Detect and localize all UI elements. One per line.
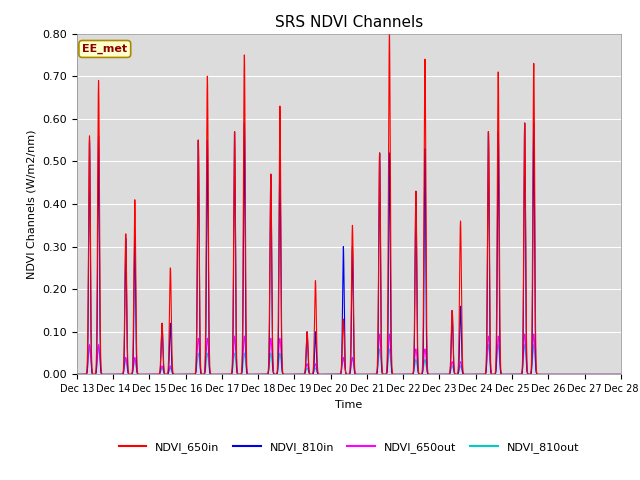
NDVI_810in	[561, 372, 568, 377]
NDVI_810out	[572, 372, 580, 377]
NDVI_650in	[546, 372, 554, 377]
NDVI_810out	[616, 372, 623, 377]
Y-axis label: NDVI Channels (W/m2/nm): NDVI Channels (W/m2/nm)	[27, 129, 36, 279]
Line: NDVI_810out: NDVI_810out	[77, 345, 621, 374]
Line: NDVI_650in: NDVI_650in	[77, 34, 621, 374]
Title: SRS NDVI Channels: SRS NDVI Channels	[275, 15, 423, 30]
NDVI_650in	[616, 372, 623, 377]
Line: NDVI_810in: NDVI_810in	[77, 123, 621, 374]
NDVI_650out	[530, 331, 538, 337]
NDVI_650in	[385, 31, 393, 36]
NDVI_810out	[609, 372, 617, 377]
NDVI_810out	[73, 372, 81, 377]
X-axis label: Time: Time	[335, 400, 362, 409]
NDVI_650in	[420, 191, 428, 196]
NDVI_650out	[561, 372, 568, 377]
NDVI_810out	[530, 342, 538, 348]
NDVI_650out	[616, 372, 623, 377]
Text: EE_met: EE_met	[82, 44, 127, 54]
NDVI_650out	[572, 372, 580, 377]
NDVI_650out	[73, 372, 81, 377]
NDVI_810out	[420, 362, 428, 368]
NDVI_810in	[609, 372, 617, 377]
NDVI_650out	[609, 372, 617, 377]
NDVI_810in	[616, 372, 623, 377]
NDVI_650out	[317, 372, 325, 377]
NDVI_650in	[565, 372, 573, 377]
Line: NDVI_650out: NDVI_650out	[77, 334, 621, 374]
NDVI_650in	[317, 372, 325, 377]
NDVI_650in	[617, 372, 625, 377]
NDVI_650in	[73, 372, 81, 377]
NDVI_650out	[617, 372, 625, 377]
NDVI_810in	[530, 120, 538, 126]
NDVI_650out	[420, 355, 428, 360]
NDVI_810out	[317, 372, 325, 377]
NDVI_810out	[546, 372, 554, 377]
NDVI_810out	[617, 372, 625, 377]
NDVI_810in	[317, 372, 325, 377]
NDVI_650out	[546, 372, 554, 377]
Legend: NDVI_650in, NDVI_810in, NDVI_650out, NDVI_810out: NDVI_650in, NDVI_810in, NDVI_650out, NDV…	[114, 438, 584, 458]
NDVI_810in	[73, 372, 81, 377]
NDVI_810out	[561, 372, 568, 377]
NDVI_810in	[561, 372, 568, 377]
NDVI_810in	[546, 372, 554, 377]
NDVI_650in	[561, 372, 568, 377]
NDVI_650in	[609, 372, 617, 377]
NDVI_810in	[420, 267, 428, 273]
NDVI_810in	[617, 372, 625, 377]
